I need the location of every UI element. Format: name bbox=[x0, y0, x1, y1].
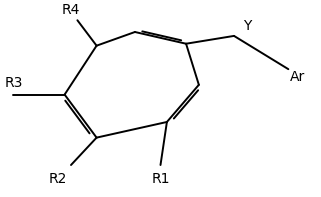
Text: Ar: Ar bbox=[290, 70, 306, 84]
Text: R2: R2 bbox=[49, 172, 67, 186]
Text: R1: R1 bbox=[151, 172, 170, 186]
Text: R4: R4 bbox=[62, 4, 80, 18]
Text: Y: Y bbox=[243, 19, 251, 33]
Text: R3: R3 bbox=[4, 76, 23, 90]
